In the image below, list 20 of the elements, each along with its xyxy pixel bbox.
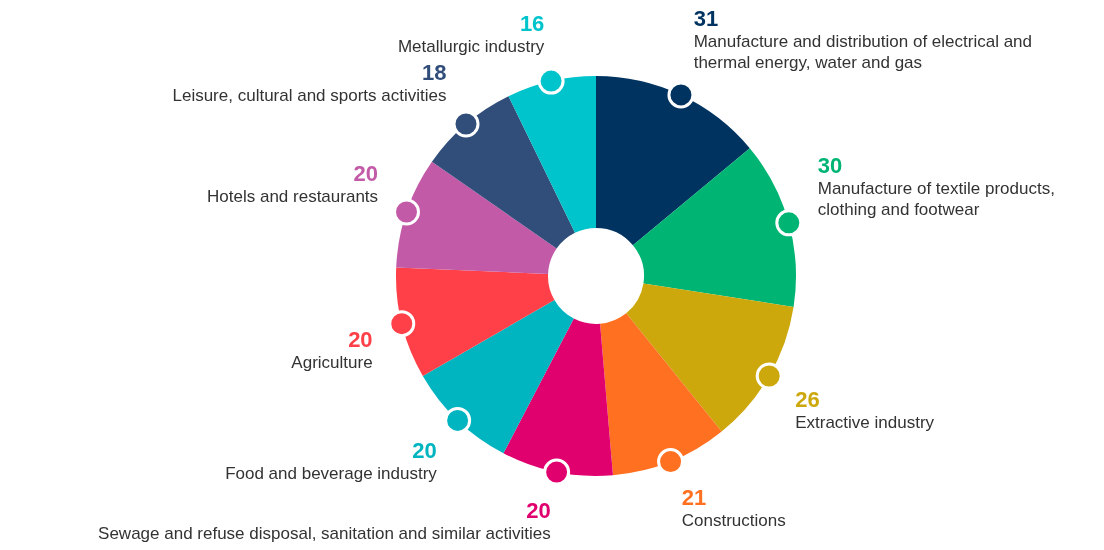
slice-label: Manufacture and distribution of electrical and thermal energy, water and gas — [693, 31, 1033, 72]
data-label: 20 — [348, 326, 373, 352]
slice-label: Metallurgic industry — [397, 36, 545, 56]
data-label: 20 — [353, 161, 379, 187]
data-label: 16 — [519, 10, 545, 36]
data-label: 31 — [693, 5, 719, 31]
data-label: 18 — [422, 60, 447, 86]
slice-label: Food and beverage industry — [225, 464, 438, 484]
data-label: 30 — [817, 152, 843, 178]
slice-label: Sewage and refuse disposal, sanitation and similar activities — [98, 523, 551, 543]
data-label: 20 — [412, 438, 437, 464]
slice-label: Manufacture of textile products, clothing and footwear — [817, 178, 1055, 219]
slice-label: Leisure, cultural and sports activities — [172, 86, 447, 106]
slice-label: Agriculture — [291, 352, 373, 372]
slice-label: Extractive industry — [795, 413, 935, 432]
data-label: 20 — [526, 497, 551, 523]
slice-label: Hotels and restaurants — [207, 187, 379, 207]
data-label: 26 — [795, 387, 820, 412]
data-label: 21 — [681, 485, 707, 511]
slice-label: Constructions — [681, 511, 786, 531]
